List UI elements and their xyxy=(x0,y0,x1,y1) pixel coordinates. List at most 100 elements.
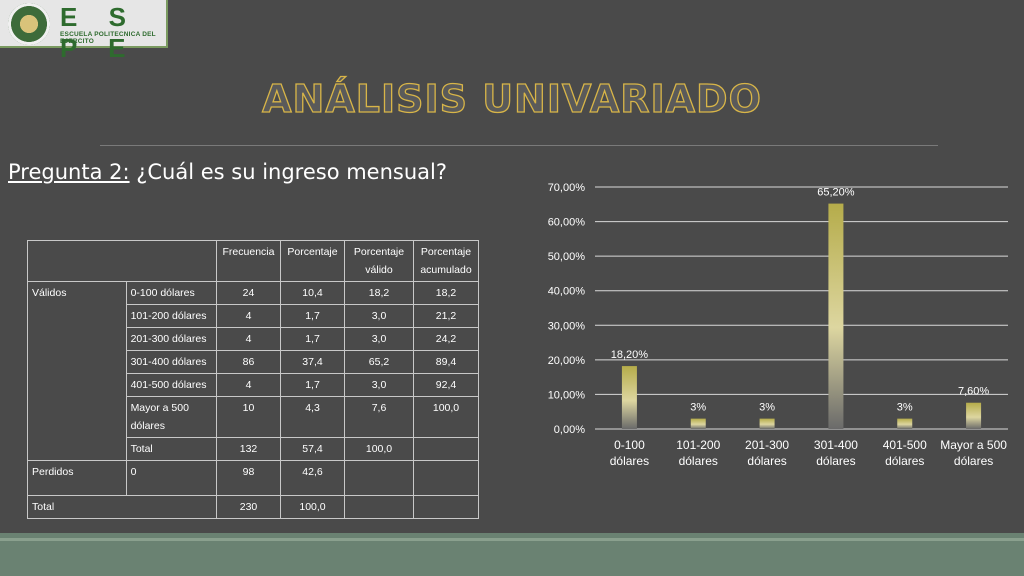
table-cell: 18,2 xyxy=(413,281,479,305)
table-row: Válidos 0-100 dólares 24 10,4 18,2 18,2 xyxy=(27,281,479,461)
table-row: 101-200 dólares 4 1,7 3,0 21,2 xyxy=(28,304,479,328)
data-label: 3% xyxy=(759,402,775,414)
table-row: Total 230 100,0 xyxy=(27,495,479,519)
table-cell: 86 xyxy=(216,350,281,374)
table-cell xyxy=(413,437,479,461)
logo-subtitle: ESCUELA POLITECNICA DEL EJERCITO xyxy=(60,31,156,45)
data-label: 7,60% xyxy=(958,386,989,398)
slide-title: ANÁLISIS UNIVARIADO xyxy=(261,76,762,121)
table-cell: 1,7 xyxy=(280,304,345,328)
x-tick-label: 0-100 xyxy=(614,438,645,452)
row-label: 401-500 dólares xyxy=(125,373,218,397)
table-cell: 4 xyxy=(216,373,281,397)
seal-icon xyxy=(8,3,50,45)
logo: E S P E ESCUELA POLITECNICA DEL EJERCITO xyxy=(0,0,168,63)
y-tick-label: 40,00% xyxy=(548,286,586,298)
table-cell: 89,4 xyxy=(413,350,479,374)
question-label: Pregunta 2: xyxy=(8,160,130,184)
y-tick-label: 30,00% xyxy=(548,320,586,332)
group-label: Total xyxy=(27,495,217,519)
header-cell: Porcentaje xyxy=(280,240,345,282)
bar xyxy=(621,366,637,429)
x-tick-label: 301-400 xyxy=(814,438,858,452)
table-corner-cell xyxy=(27,240,217,282)
table-row: Total 132 57,4 100,0 xyxy=(28,437,479,461)
y-tick-label: 70,00% xyxy=(548,182,586,194)
bar xyxy=(759,418,775,429)
table-cell: 24,2 xyxy=(413,327,479,351)
table-cell: 37,4 xyxy=(280,350,345,374)
table-cell: 42,6 xyxy=(280,460,345,496)
table-cell: 18,2 xyxy=(344,281,414,305)
x-tick-label: dólares xyxy=(885,454,924,468)
x-tick-label: Mayor a 500 xyxy=(940,438,1007,452)
x-tick-label: dólares xyxy=(610,454,649,468)
x-tick-label: 101-200 xyxy=(676,438,720,452)
table-cell: 3,0 xyxy=(344,327,414,351)
footer-line xyxy=(0,538,1024,541)
data-label: 3% xyxy=(897,402,913,414)
row-label: Total xyxy=(125,437,218,461)
data-label: 18,20% xyxy=(611,349,649,361)
bar xyxy=(966,402,982,429)
table-row: 201-300 dólares 4 1,7 3,0 24,2 xyxy=(28,327,479,351)
x-tick-label: dólares xyxy=(679,454,718,468)
table-cell: 1,7 xyxy=(280,373,345,397)
x-tick-label: 401-500 xyxy=(883,438,927,452)
bar xyxy=(690,418,706,429)
table-cell: 7,6 xyxy=(344,396,414,438)
y-tick-label: 20,00% xyxy=(548,355,586,367)
table-cell: 98 xyxy=(216,460,281,496)
table-cell: 100,0 xyxy=(413,396,479,438)
table-cell: 230 xyxy=(216,495,281,519)
bar xyxy=(897,418,913,429)
x-tick-label: dólares xyxy=(747,454,786,468)
table-cell: 4 xyxy=(216,304,281,328)
question: Pregunta 2: ¿Cuál es su ingreso mensual? xyxy=(8,160,447,184)
row-label: 201-300 dólares xyxy=(125,327,218,351)
bar xyxy=(828,203,844,429)
table-cell xyxy=(344,495,414,519)
table-cell: 24 xyxy=(216,281,281,305)
table-cell: 10,4 xyxy=(280,281,345,305)
table-cell: 3,0 xyxy=(344,304,414,328)
table-cell: 100,0 xyxy=(344,437,414,461)
table-cell: 10 xyxy=(216,396,281,438)
data-label: 3% xyxy=(690,402,706,414)
bar-chart: 0,00% 10,00% 20,00% 30,00% 40,00% 50,00% 60,00… xyxy=(548,182,1008,468)
table-cell: 57,4 xyxy=(280,437,345,461)
group-label: Válidos xyxy=(27,281,127,461)
header-cell: Frecuencia xyxy=(216,240,281,282)
row-label: 101-200 dólares xyxy=(125,304,218,328)
table-header-row: Frecuencia Porcentaje Porcentaje válido … xyxy=(27,240,479,282)
table-cell: 1,7 xyxy=(280,327,345,351)
table-row: Perdidos 0 98 42,6 xyxy=(27,460,479,496)
table-cell: 132 xyxy=(216,437,281,461)
header-cell: Porcentaje válido xyxy=(344,240,414,282)
table-cell xyxy=(413,495,479,519)
row-label: 0-100 dólares xyxy=(125,281,218,305)
table-row: Mayor a 500 dólares 10 4,3 7,6 100,0 xyxy=(28,396,479,438)
y-tick-label: 50,00% xyxy=(548,251,586,263)
x-tick-label: dólares xyxy=(816,454,855,468)
y-tick-label: 60,00% xyxy=(548,217,586,229)
data-label: 65,20% xyxy=(817,187,855,199)
y-tick-label: 0,00% xyxy=(554,424,585,436)
table-cell: 4 xyxy=(216,327,281,351)
title-divider xyxy=(100,145,938,146)
row-label: 0 xyxy=(125,460,218,496)
table-cell: 100,0 xyxy=(280,495,345,519)
row-label: Mayor a 500 dólares xyxy=(125,396,218,438)
table-cell: 4,3 xyxy=(280,396,345,438)
table-cell xyxy=(344,460,414,496)
table-cell: 65,2 xyxy=(344,350,414,374)
table-cell xyxy=(413,460,479,496)
y-tick-label: 10,00% xyxy=(548,389,586,401)
row-label: 301-400 dólares xyxy=(125,350,218,374)
table-row: 401-500 dólares 4 1,7 3,0 92,4 xyxy=(28,373,479,397)
frequency-table: Frecuencia Porcentaje Porcentaje válido … xyxy=(27,240,479,519)
table-cell: 92,4 xyxy=(413,373,479,397)
table-cell: 21,2 xyxy=(413,304,479,328)
header-cell: Porcentaje acumulado xyxy=(413,240,479,282)
logo-name: E S P E xyxy=(60,2,138,63)
